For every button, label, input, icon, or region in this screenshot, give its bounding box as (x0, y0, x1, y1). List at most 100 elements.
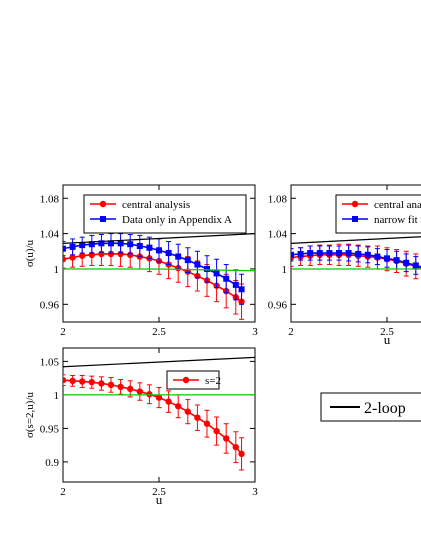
data-point (384, 255, 390, 262)
data-point (204, 265, 210, 272)
data-point (223, 275, 230, 282)
y-tick-label: 1.08 (268, 193, 288, 205)
data-point (117, 240, 124, 247)
legend-marker (182, 376, 190, 384)
data-point (127, 251, 134, 259)
data-point (393, 257, 400, 264)
data-point (355, 250, 362, 257)
y-tick-label: 0.96 (40, 299, 60, 311)
legend-marker (351, 200, 359, 208)
data-point (165, 250, 172, 257)
data-point (117, 383, 124, 391)
two-loop-legend: 2-loop (320, 392, 421, 422)
x-tick-label: 2.5 (152, 326, 166, 338)
x-axis-label: u (384, 332, 391, 347)
y-tick-label: 1 (54, 264, 60, 276)
y-tick-label: 0.96 (268, 299, 288, 311)
x-tick-label: 2 (60, 486, 66, 498)
data-point (238, 286, 245, 293)
plot-area (291, 236, 421, 280)
data-point (117, 250, 124, 258)
data-point (203, 420, 211, 427)
legend-label: s=2 (205, 375, 221, 387)
y-tick-label: 0.9 (45, 457, 59, 469)
plot-area (63, 233, 255, 320)
x-axis-label: u (156, 492, 163, 507)
y-tick-label: 1 (54, 390, 60, 402)
y-tick-label: 1.08 (40, 193, 60, 205)
data-point (127, 241, 134, 248)
data-point (88, 241, 95, 248)
series-reference-3 (63, 268, 255, 272)
data-point (88, 378, 96, 386)
data-point (184, 408, 191, 415)
x-tick-label: 3 (252, 486, 258, 498)
data-point (107, 250, 115, 258)
data-point (63, 256, 67, 263)
data-point (238, 450, 245, 458)
data-point (155, 394, 163, 401)
data-point (146, 391, 153, 398)
legend-label: Data only in Appendix A (122, 214, 232, 226)
panel-top-right: 0.96 1 1.04 1.08 2 2.5u central analysis narrow… (268, 184, 421, 347)
legend-frame (335, 194, 421, 234)
series-data-only-in-appendix-a (63, 233, 245, 305)
x-tick-label: 2.5 (152, 486, 166, 498)
series-reference-2 (63, 233, 255, 244)
x-tick-label: 2 (60, 326, 66, 338)
data-point (345, 250, 352, 257)
data-point (232, 443, 239, 451)
data-point (336, 250, 342, 257)
y-axis-label: σ(s=2,u)/u (24, 391, 36, 438)
data-point (79, 242, 86, 249)
data-point (79, 252, 86, 259)
data-point (316, 250, 323, 257)
data-point (412, 262, 419, 269)
y-tick-label: 1.04 (40, 229, 60, 241)
data-point (403, 259, 410, 266)
data-point (79, 378, 86, 385)
series-line (63, 356, 255, 368)
data-point (69, 254, 76, 261)
panel-bottom-left: 0.9 0.95 1 1.05 2 2.5 3 u σ(s=2,u)/u s=2 (24, 347, 258, 507)
data-point (108, 240, 114, 247)
series-line (63, 233, 255, 244)
data-point (156, 247, 162, 254)
data-point (136, 388, 143, 395)
legend-label: central analysis (122, 199, 190, 211)
y-tick-label: 1 (282, 264, 288, 276)
y-axis-label: σ(u)/u (24, 239, 36, 267)
data-point (223, 435, 230, 442)
series-reference-2 (291, 236, 421, 244)
data-point (184, 257, 191, 264)
x-tick-label: 2 (288, 326, 294, 338)
legend-marker (99, 200, 107, 208)
x-tick-label: 3 (252, 326, 258, 338)
legend-marker (100, 216, 106, 222)
data-point (107, 381, 115, 389)
legend-label: narrow fit r (374, 214, 421, 226)
data-point (63, 376, 67, 384)
data-point (63, 245, 66, 252)
legend: central analysis narrow fit r (335, 194, 421, 234)
data-point (374, 253, 381, 260)
data-point (232, 281, 239, 288)
data-point (98, 380, 105, 387)
data-point (307, 250, 314, 257)
y-tick-label: 1.05 (40, 356, 60, 368)
series-line (63, 268, 255, 272)
data-point (194, 261, 201, 268)
data-point (98, 240, 105, 247)
series-narrow-fit-r (291, 244, 421, 275)
series-s-2 (63, 374, 245, 471)
data-point (213, 270, 220, 277)
data-point (69, 377, 76, 385)
legend-marker (352, 216, 358, 222)
data-point (165, 398, 172, 405)
two-loop-legend-label: 2-loop (364, 400, 406, 417)
panel-top-left: 0.96 1 1.04 1.08 2 2.5 3 σ(u)/u central analysis… (24, 184, 258, 338)
data-point (136, 242, 143, 249)
legend-label: central analysis (374, 199, 421, 211)
data-point (297, 250, 304, 257)
